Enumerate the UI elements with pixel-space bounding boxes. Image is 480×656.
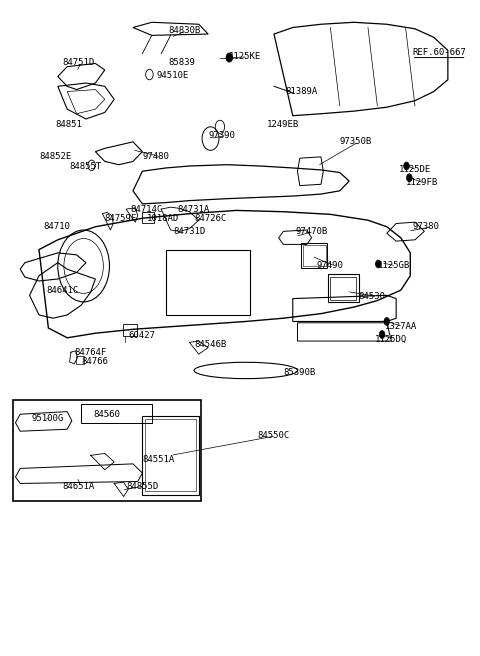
Bar [145,419,196,491]
Text: 81389A: 81389A [286,87,318,96]
Bar [330,277,356,300]
Text: 84641C: 84641C [46,285,78,295]
Text: 84751D: 84751D [62,58,95,67]
Text: 84550C: 84550C [258,431,290,440]
Text: 84759F: 84759F [105,214,137,223]
Circle shape [226,53,233,62]
Text: 97480: 97480 [143,152,169,161]
Bar [328,274,359,302]
Text: 84855D: 84855D [126,482,158,491]
Text: 84530: 84530 [359,292,385,301]
Text: 1018AD: 1018AD [147,214,180,223]
Text: 97380: 97380 [413,222,440,232]
Bar [123,324,137,336]
Text: 95100G: 95100G [32,414,64,422]
Circle shape [407,174,412,182]
Text: 84830B: 84830B [168,26,201,35]
Text: 1125GB: 1125GB [377,262,409,270]
Text: 84714C: 84714C [131,205,163,214]
Text: 1249EB: 1249EB [267,119,299,129]
Text: 1327AA: 1327AA [384,322,417,331]
Text: 60427: 60427 [128,331,155,340]
Bar [143,416,199,495]
Text: 85390B: 85390B [283,368,316,377]
Circle shape [375,260,381,268]
Text: 84764F: 84764F [74,348,107,358]
Text: 84726C: 84726C [194,214,227,223]
Text: 84546B: 84546B [194,340,227,349]
Text: 84551A: 84551A [143,455,175,464]
Text: 84766: 84766 [81,358,108,367]
Text: 84731D: 84731D [173,227,205,236]
Bar [301,243,327,268]
Text: 84855T: 84855T [70,161,102,171]
Text: 85839: 85839 [168,58,195,67]
Bar [143,212,154,224]
Text: 97390: 97390 [208,131,235,140]
Circle shape [404,162,409,170]
Text: 94510E: 94510E [156,71,189,79]
Bar [303,245,325,266]
Bar [166,250,251,315]
Text: 1125DQ: 1125DQ [375,335,407,344]
Text: 84852E: 84852E [39,152,71,161]
Text: 84851: 84851 [55,119,82,129]
Bar [13,400,201,501]
Text: 97490: 97490 [316,262,343,270]
Text: REF.60-667: REF.60-667 [413,48,467,57]
Text: 1129FB: 1129FB [406,178,438,188]
Circle shape [384,318,390,325]
Text: 1125DE: 1125DE [398,165,431,174]
Bar [81,405,152,422]
Bar [76,356,84,364]
Text: 97470B: 97470B [295,227,327,236]
Text: 84651A: 84651A [62,482,95,491]
Text: 97350B: 97350B [340,137,372,146]
Text: 1125KE: 1125KE [229,52,262,62]
Text: 84731A: 84731A [178,205,210,214]
Text: 84560: 84560 [93,410,120,419]
Circle shape [379,331,385,338]
Text: 84710: 84710 [44,222,71,232]
